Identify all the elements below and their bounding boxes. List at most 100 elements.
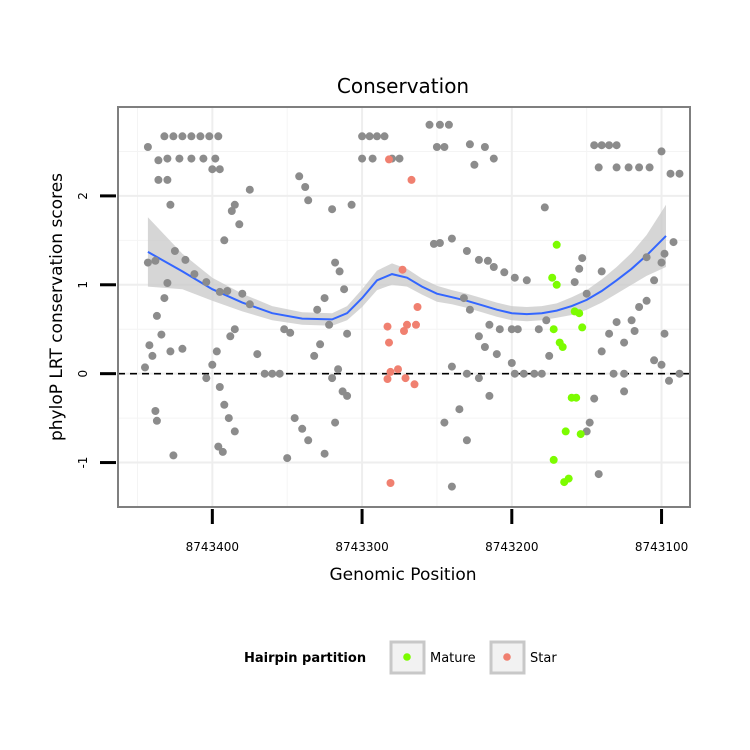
point-star [401, 374, 410, 383]
point-other [145, 341, 154, 350]
point-other [169, 451, 178, 460]
point-mature [549, 455, 558, 464]
point-mature [552, 240, 561, 249]
point-other [224, 414, 233, 423]
point-other [160, 132, 169, 141]
point-other [605, 141, 614, 150]
point-other [283, 454, 292, 463]
point-other [157, 330, 166, 339]
y-tick-label: 1 [76, 281, 90, 289]
point-other [500, 268, 509, 277]
point-other [666, 169, 675, 178]
y-axis: -1 0 1 2 [76, 192, 116, 469]
point-other [335, 267, 344, 276]
point-other [226, 332, 235, 341]
point-other [612, 318, 621, 327]
point-other [151, 256, 160, 265]
point-other [447, 482, 456, 491]
x-tick-label: 8743100 [635, 540, 688, 554]
plot-panel [117, 106, 691, 508]
point-other [620, 338, 629, 347]
point-other [230, 427, 239, 436]
point-other [642, 296, 651, 305]
point-other [253, 350, 262, 359]
point-other [202, 374, 211, 383]
point-other [310, 351, 319, 360]
point-other [660, 249, 669, 258]
point-other [474, 374, 483, 383]
point-other [238, 289, 247, 298]
point-other [510, 273, 519, 282]
point-star [410, 380, 419, 389]
point-other [597, 347, 606, 356]
point-other [298, 424, 307, 433]
point-other [492, 350, 501, 359]
point-other [235, 220, 244, 229]
point-other [519, 369, 528, 378]
legend-mature-marker [403, 653, 411, 661]
point-other [218, 447, 227, 456]
point-other [395, 154, 404, 163]
point-other [489, 263, 498, 271]
point-other [642, 253, 651, 262]
point-other [286, 328, 295, 337]
point-other [334, 365, 343, 374]
point-mature [552, 280, 561, 289]
point-other [169, 132, 178, 141]
point-other [534, 325, 543, 334]
data-points [141, 120, 684, 491]
point-other [331, 418, 340, 427]
point-other [480, 143, 489, 151]
point-other [380, 132, 389, 141]
point-other [152, 416, 161, 425]
point-other [245, 300, 254, 309]
point-other [425, 120, 434, 129]
point-other [624, 163, 633, 172]
point-other [295, 172, 304, 181]
x-tick-label: 8743300 [335, 540, 388, 554]
point-star [383, 375, 392, 383]
y-tick-label: 0 [76, 370, 90, 378]
point-other [462, 247, 471, 255]
point-star [398, 265, 407, 274]
point-other [245, 185, 254, 194]
point-other [657, 147, 666, 156]
point-star [386, 367, 395, 376]
point-other [148, 351, 157, 360]
point-other [163, 279, 172, 287]
point-other [485, 391, 494, 400]
point-other [447, 362, 456, 371]
point-other [316, 340, 325, 349]
point-other [260, 369, 269, 378]
point-other [160, 294, 169, 303]
point-other [190, 270, 199, 279]
point-other [594, 470, 603, 479]
point-other [143, 143, 152, 151]
point-other [187, 154, 196, 163]
point-other [151, 407, 160, 415]
point-other [230, 200, 239, 209]
point-other [612, 141, 621, 150]
point-other [635, 303, 644, 311]
point-other [597, 141, 606, 150]
point-other [635, 163, 644, 172]
point-other [474, 255, 483, 264]
point-other [187, 132, 196, 141]
point-other [143, 258, 152, 267]
point-other [268, 369, 277, 378]
point-other [368, 154, 377, 163]
point-other [163, 154, 172, 163]
point-other [485, 320, 494, 329]
panel-background [118, 107, 690, 507]
point-other [447, 234, 456, 243]
chart-title: Conservation [337, 74, 469, 98]
point-other [365, 132, 374, 141]
point-mature [575, 309, 584, 318]
point-other [212, 347, 221, 356]
point-other [435, 239, 444, 247]
point-other [669, 238, 678, 247]
point-other [620, 369, 629, 378]
point-other [320, 449, 329, 458]
point-mature [578, 323, 587, 332]
point-other [154, 156, 163, 165]
